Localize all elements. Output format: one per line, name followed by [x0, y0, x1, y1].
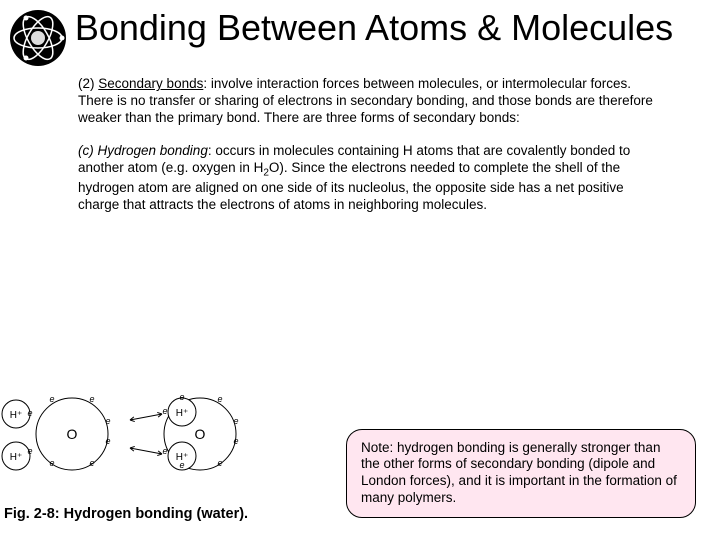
svg-text:e: e — [217, 394, 222, 404]
svg-text:e: e — [27, 408, 32, 418]
figure-caption: Fig. 2-8: Hydrogen bonding (water). — [4, 506, 248, 522]
svg-text:e: e — [162, 446, 167, 456]
section-text: (2) Secondary bonds: involve interaction… — [78, 76, 665, 127]
svg-text:e: e — [233, 436, 238, 446]
svg-text:e: e — [217, 458, 222, 468]
svg-text:e: e — [233, 416, 238, 426]
svg-text:e: e — [179, 460, 184, 470]
atom-icon — [8, 8, 68, 68]
svg-text:H⁺: H⁺ — [176, 408, 189, 419]
svg-text:e: e — [89, 394, 94, 404]
svg-text:e: e — [49, 458, 54, 468]
hydrogen-bonding-diagram: OOH⁺H⁺H⁺H⁺eeeeeeeeeeeeeeee — [0, 374, 280, 494]
subsection-text: (c) Hydrogen bonding: occurs in molecule… — [78, 143, 665, 214]
svg-text:e: e — [179, 392, 184, 402]
slide-title: Bonding Between Atoms & Molecules — [68, 8, 720, 48]
svg-text:H⁺: H⁺ — [10, 410, 23, 421]
svg-text:e: e — [105, 436, 110, 446]
svg-text:e: e — [49, 394, 54, 404]
svg-text:e: e — [162, 406, 167, 416]
svg-text:e: e — [105, 416, 110, 426]
note-box: Note: hydrogen bonding is generally stro… — [346, 429, 696, 519]
svg-text:e: e — [27, 446, 32, 456]
svg-text:H⁺: H⁺ — [10, 452, 23, 463]
svg-text:O: O — [195, 426, 206, 442]
svg-text:e: e — [89, 458, 94, 468]
svg-text:O: O — [67, 426, 78, 442]
